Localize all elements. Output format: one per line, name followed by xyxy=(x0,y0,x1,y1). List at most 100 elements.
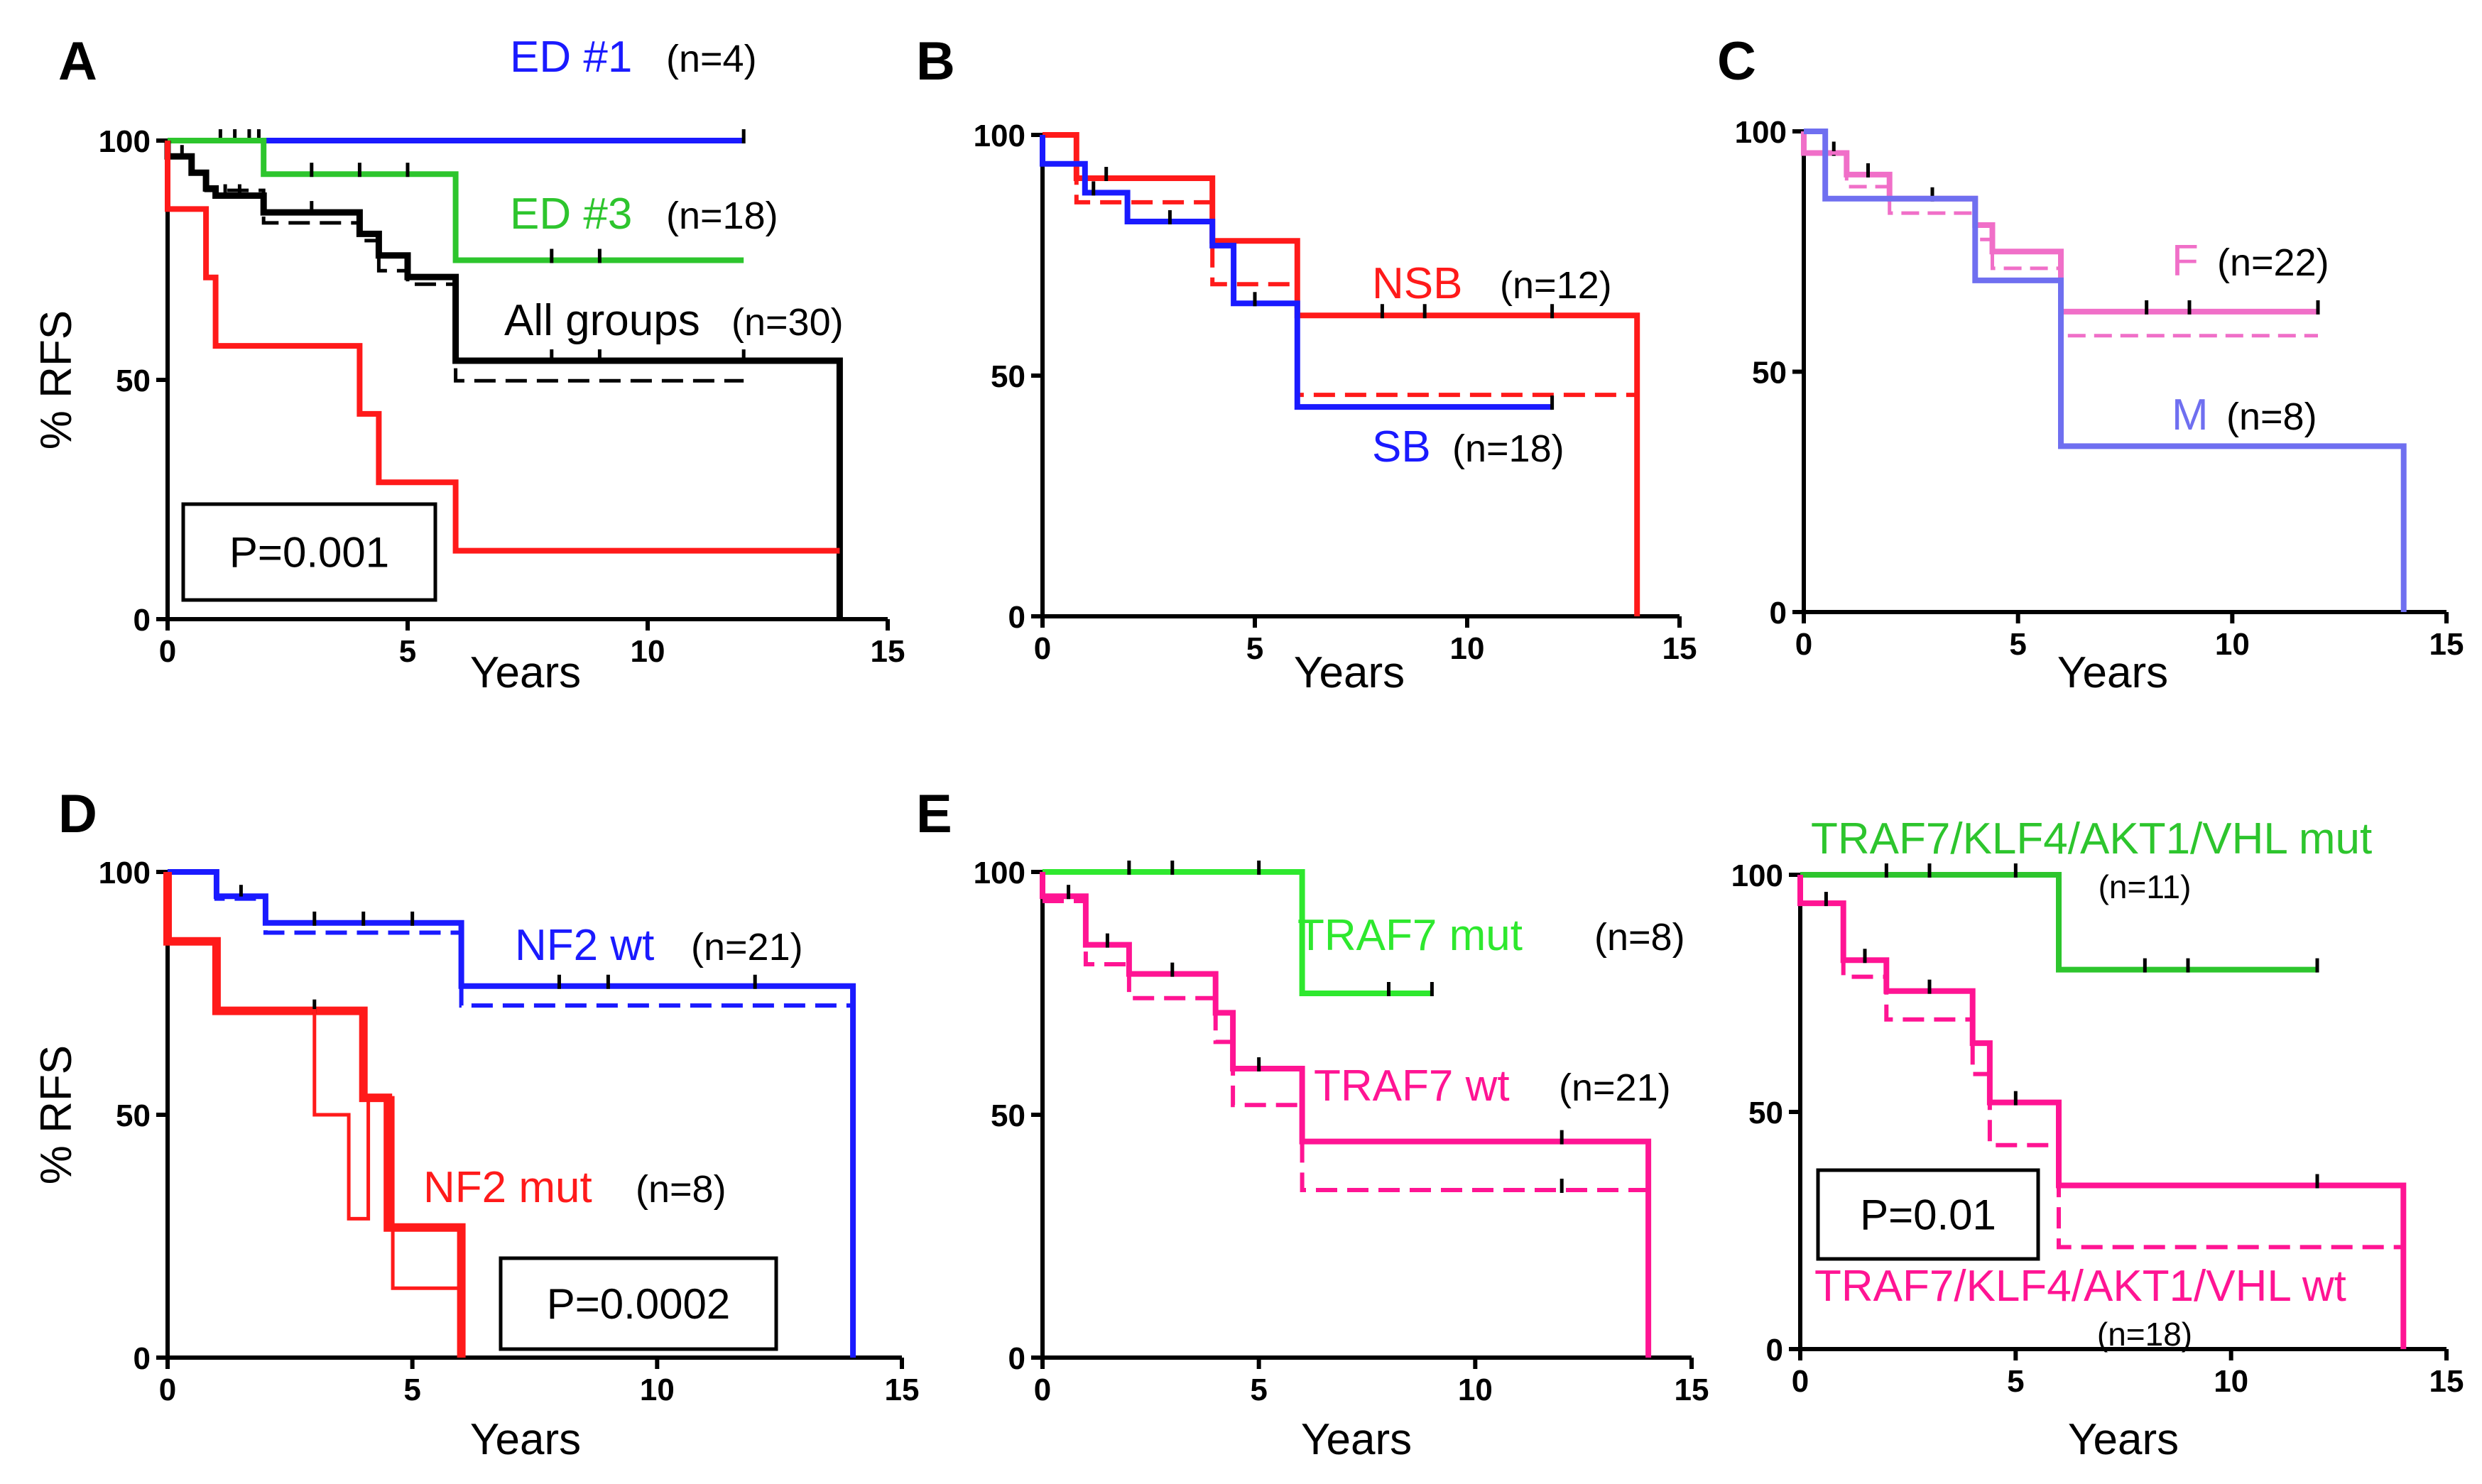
x-tick-label-c-15: 15 xyxy=(2429,627,2464,662)
y-tick-label-a-100: 100 xyxy=(99,124,151,159)
x-tick-label-b-15: 15 xyxy=(1662,631,1697,666)
series-label-a-all-groups-name: All groups xyxy=(504,296,700,345)
x-axis-title-a: Years xyxy=(470,648,581,697)
panel-c: C 0 5 10 15 0 50 100 Years F (n=22) M (n=8) xyxy=(1717,31,2464,697)
y-tick-label-d-100: 100 xyxy=(99,856,151,890)
y-tick-label-e-100: 100 xyxy=(974,856,1025,890)
x-tick-label-e2-5: 5 xyxy=(2007,1364,2024,1399)
series-label-e2-traf7-klf4-akt1-vhl-wt-n: (n=18) xyxy=(2097,1316,2192,1353)
y-tick-label-a-50: 50 xyxy=(116,364,151,398)
x-tick-label-d-0: 0 xyxy=(159,1373,176,1407)
series-label-c-m-name: M xyxy=(2172,391,2209,440)
x-tick-label-e-10: 10 xyxy=(1458,1373,1493,1407)
panel-e: E 0 5 10 15 0 50 100 Years TRAF7 mut (n=8) TRAF7 wt… xyxy=(916,784,1709,1464)
y-tick-label-d-50: 50 xyxy=(116,1098,151,1133)
series-label-d-nf2-mut-n: (n=8) xyxy=(636,1168,726,1211)
y-tick-label-b-100: 100 xyxy=(974,119,1025,153)
series-b-nsb-line xyxy=(1043,132,1640,616)
panel-e2: 0 5 10 15 0 50 100 Years TRAF7/KLF4/AKT1/VHL mut… xyxy=(1731,814,2464,1464)
y-axis-title-a: % RFS xyxy=(32,310,81,449)
x-axis-title-d: Years xyxy=(470,1415,581,1464)
x-tick-label-a-5: 5 xyxy=(399,634,416,669)
series-e2-traf7-klf4-akt1-vhl-mut-line xyxy=(1800,872,2317,973)
y-tick-label-c-50: 50 xyxy=(1752,356,1787,391)
x-tick-label-e-15: 15 xyxy=(1675,1373,1709,1407)
series-b-sb-line xyxy=(1040,135,1552,410)
series-label-b-nsb-name: NSB xyxy=(1372,259,1462,308)
series-d-nf2-wt-line xyxy=(168,869,856,1358)
series-label-d-nf2-mut-name: NF2 mut xyxy=(423,1163,592,1212)
series-c-m-line xyxy=(1804,129,2407,612)
series-label-b-sb-n: (n=18) xyxy=(1452,427,1564,470)
x-axis-title-e2: Years xyxy=(2068,1415,2179,1464)
panel-b: B 0 5 10 15 0 50 100 Years NSB (n=12) SB (n=18) xyxy=(916,31,1697,697)
x-tick-label-e2-15: 15 xyxy=(2429,1364,2464,1399)
series-a-aux-3-line xyxy=(168,154,744,383)
series-label-c-f-n: (n=22) xyxy=(2217,241,2329,284)
pvalue-box-e2 xyxy=(1816,1168,2040,1261)
x-tick-label-e2-0: 0 xyxy=(1792,1364,1809,1399)
series-label-b-sb-name: SB xyxy=(1372,422,1431,471)
series-label-a-ed-3-n: (n=18) xyxy=(666,195,778,237)
series-d-aux-3-line xyxy=(168,939,464,1358)
series-label-e-traf7-wt-n: (n=21) xyxy=(1559,1066,1671,1109)
series-label-e2-traf7-klf4-akt1-vhl-wt-name: TRAF7/KLF4/AKT1/VHL wt xyxy=(1814,1262,2346,1311)
series-label-b-nsb-n: (n=12) xyxy=(1500,264,1612,307)
x-tick-label-e-5: 5 xyxy=(1250,1373,1267,1407)
x-tick-label-e-0: 0 xyxy=(1034,1373,1051,1407)
panel-letter-b: B xyxy=(916,31,955,92)
x-tick-label-d-5: 5 xyxy=(403,1373,420,1407)
y-tick-label-e-50: 50 xyxy=(991,1098,1025,1133)
series-label-e-traf7-mut-n: (n=8) xyxy=(1594,916,1685,959)
x-tick-label-c-5: 5 xyxy=(2009,627,2026,662)
series-label-a-ed-3-name: ED #3 xyxy=(510,190,632,239)
series-label-e-traf7-wt-name: TRAF7 wt xyxy=(1314,1062,1510,1111)
y-tick-label-b-0: 0 xyxy=(1008,600,1025,635)
y-tick-label-e2-100: 100 xyxy=(1731,858,1783,893)
y-axis-title-d: % RFS xyxy=(32,1045,81,1184)
series-label-e2-traf7-klf4-akt1-vhl-mut-name: TRAF7/KLF4/AKT1/VHL mut xyxy=(1811,814,2372,863)
y-tick-label-e2-0: 0 xyxy=(1766,1333,1783,1368)
series-label-a-ed-1-name: ED #1 xyxy=(510,33,632,82)
series-e2-aux-2-line xyxy=(1800,901,2404,1250)
x-tick-label-c-0: 0 xyxy=(1795,627,1812,662)
x-tick-label-b-10: 10 xyxy=(1450,631,1485,666)
panel-d: D 0 5 10 15 0 50 100 Years % RFS NF2 wt (n=21) NF2 m… xyxy=(32,784,919,1464)
series-label-d-nf2-wt-name: NF2 wt xyxy=(515,921,654,970)
series-label-d-nf2-wt-n: (n=21) xyxy=(691,926,803,969)
pvalue-text-a: P=0.001 xyxy=(229,529,389,577)
panel-letter-e: E xyxy=(916,784,952,844)
x-tick-label-a-0: 0 xyxy=(159,634,176,669)
y-tick-label-c-0: 0 xyxy=(1770,596,1787,631)
series-label-c-f-name: F xyxy=(2172,236,2199,285)
y-tick-label-b-50: 50 xyxy=(991,359,1025,394)
x-tick-label-c-10: 10 xyxy=(2215,627,2250,662)
y-tick-label-e2-50: 50 xyxy=(1748,1096,1783,1130)
x-axis-title-c: Years xyxy=(2057,648,2168,697)
x-tick-label-b-5: 5 xyxy=(1246,631,1263,666)
y-tick-label-d-0: 0 xyxy=(134,1341,151,1376)
y-tick-label-c-100: 100 xyxy=(1735,115,1787,150)
x-tick-label-b-0: 0 xyxy=(1034,631,1051,666)
series-d-aux-1-line xyxy=(168,870,854,1008)
x-axis-title-b: Years xyxy=(1294,648,1405,697)
series-e-aux-2-line xyxy=(1043,899,1649,1192)
y-tick-label-a-0: 0 xyxy=(134,603,151,638)
panel-letter-a: A xyxy=(58,31,97,92)
series-label-e-traf7-mut-name: TRAF7 mut xyxy=(1297,911,1523,960)
panel-a: A 0 5 10 15 0 50 100 Years % RFS ED #1 (n=4) ED #3 (n… xyxy=(32,31,905,697)
series-e2-traf7-klf4-akt1-vhl-wt-line xyxy=(1797,875,2407,1349)
series-a-ed-2-line xyxy=(165,141,840,554)
panel-letter-c: C xyxy=(1717,31,1756,92)
panel-letter-d: D xyxy=(58,784,97,844)
series-label-c-m-n: (n=8) xyxy=(2226,395,2317,438)
x-tick-label-a-15: 15 xyxy=(871,634,905,669)
series-label-a-ed-1-n: (n=4) xyxy=(666,38,757,80)
x-tick-label-a-10: 10 xyxy=(631,634,665,669)
x-tick-label-d-15: 15 xyxy=(885,1373,920,1407)
pvalue-box-d xyxy=(499,1256,778,1351)
x-tick-label-e2-10: 10 xyxy=(2214,1364,2248,1399)
series-label-e2-traf7-klf4-akt1-vhl-mut-n: (n=11) xyxy=(2099,868,2192,905)
pvalue-text-d: P=0.0002 xyxy=(547,1280,731,1328)
